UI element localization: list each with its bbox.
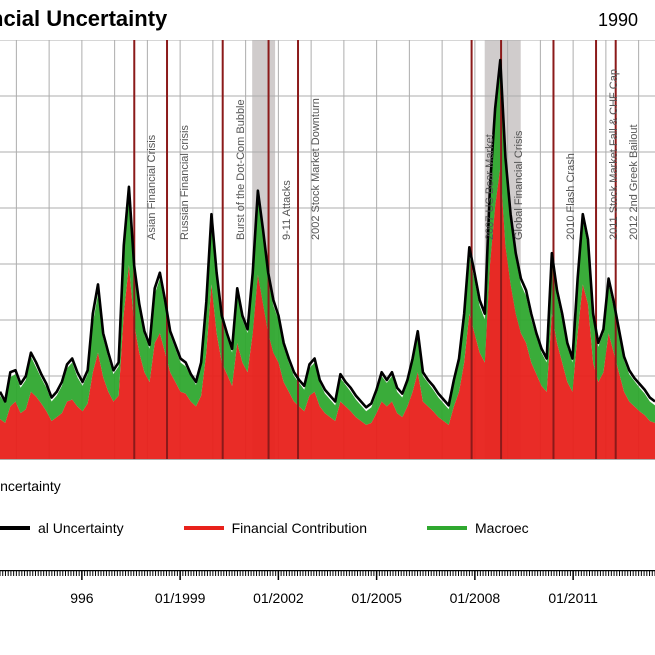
- chart-title: ncial Uncertainty: [0, 6, 167, 32]
- event-label: 9-11 Attacks: [281, 180, 293, 240]
- legend-swatch: [427, 526, 467, 530]
- legend-label: al Uncertainty: [38, 520, 124, 536]
- x-tick-label: 996: [70, 590, 93, 606]
- x-tick-label: 01/2008: [450, 590, 501, 606]
- legend-label: Macroec: [475, 520, 529, 536]
- event-label: 2012 2nd Greek Bailout: [628, 124, 640, 240]
- legend: al Uncertainty Financial Contribution Macr…: [0, 520, 529, 536]
- x-tick-label: 01/2002: [253, 590, 304, 606]
- event-label: Russian Financial crisis: [179, 125, 191, 240]
- legend-item: Macroec: [427, 520, 529, 536]
- event-label: Asian Financial Crisis: [146, 135, 158, 240]
- x-tick-label: 01/2011: [548, 590, 598, 606]
- x-tick-label: 01/1999: [155, 590, 206, 606]
- event-label: 2011 Stock Market Fall & CHF Cap: [608, 69, 620, 240]
- date-range-label: 1990: [598, 10, 638, 31]
- plot-area: [0, 40, 655, 460]
- x-tick-label: 01/2005: [351, 590, 402, 606]
- event-label: 2010 Flash Crash: [565, 153, 577, 240]
- legend-label: Financial Contribution: [232, 520, 367, 536]
- legend-swatch: [184, 526, 224, 530]
- legend-item: al Uncertainty: [0, 520, 124, 536]
- event-label: Burst of the Dot-Com Bubble: [235, 99, 247, 240]
- legend-item: Financial Contribution: [184, 520, 367, 536]
- event-label: 2007 US Bear Market: [484, 134, 496, 240]
- chart-root: ncial Uncertainty 1990 Asian Financial C…: [0, 0, 655, 655]
- legend-swatch: [0, 526, 30, 530]
- event-label: Global Financial Crisis: [513, 131, 525, 240]
- y-axis-label-below: Uncertainty: [0, 478, 61, 494]
- event-label: 2002 Stock Market Downturn: [310, 98, 322, 240]
